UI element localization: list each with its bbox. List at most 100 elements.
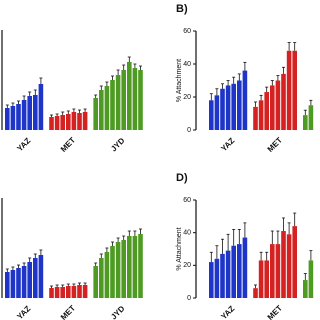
bar [270,85,275,130]
bar [220,253,225,298]
group-label: YAZ [15,136,32,153]
bar [54,287,60,298]
group-label: MET [59,135,77,153]
bar [209,262,214,298]
y-axis-label: % Attachment [176,59,183,102]
bar [60,115,65,130]
bar [38,255,44,298]
bar [138,70,143,130]
bar [308,260,314,298]
bar [132,236,138,298]
bar [214,258,220,298]
bar [33,95,38,130]
bar [93,98,98,130]
bar [54,116,60,130]
bar [225,250,231,298]
group-label: MET [266,135,284,153]
bar [60,287,65,298]
group-label: YAZ [15,304,32,320]
group-label: MET [266,303,284,320]
bar [66,286,71,298]
bar [33,258,38,298]
y-tick-label: 60 [183,197,191,204]
bar [225,85,231,130]
bar [121,70,126,130]
y-tick-label: 20 [183,262,191,269]
bar [104,252,110,298]
bar [21,266,27,298]
y-axis-label: % Attachment [176,227,183,270]
group-label: JYD [109,304,127,320]
bar [231,83,236,130]
bar [253,106,258,130]
bar [49,117,54,130]
y-tick-label: 20 [183,94,191,101]
y-tick-label: 0 [187,127,191,134]
bar [99,258,104,298]
bar [110,80,115,130]
bar [77,113,82,130]
bar [270,244,275,298]
bar [82,285,88,298]
bar [71,112,77,130]
bar [110,246,115,298]
bar [115,75,121,130]
bar [16,104,21,130]
bar [281,73,286,130]
bar [138,234,143,298]
bar [286,234,292,298]
bar [127,236,132,298]
bar [264,260,269,298]
bar [77,285,82,298]
bar [231,245,236,298]
bar [27,96,32,130]
bar [21,100,27,130]
bar [38,84,44,130]
bar [5,272,10,298]
bar [253,288,258,298]
y-tick-label: 60 [183,28,191,35]
bar [281,231,286,298]
bar [27,262,32,298]
bar [275,244,281,298]
y-tick-label: 0 [187,295,191,302]
bar [115,242,121,298]
bar [10,106,16,130]
bar [303,280,308,298]
bar [242,70,248,130]
bar [264,92,269,130]
bar [214,95,220,130]
bar [16,268,21,298]
bar [292,50,297,130]
bar [71,286,77,298]
bar [308,105,314,130]
bar [99,90,104,130]
bar [286,50,292,130]
y-tick-label: 40 [183,61,191,68]
bar [5,108,10,130]
bar [237,80,242,130]
bar [93,266,98,298]
bar [66,114,71,130]
group-label: JYD [109,136,127,154]
group-label: YAZ [219,304,236,320]
panel-label: B) [176,3,188,15]
group-label: MET [59,303,77,320]
bar [275,80,281,130]
group-label: YAZ [219,136,236,153]
bar [10,270,16,298]
bar [49,288,54,298]
bar [104,86,110,130]
bar [258,100,264,130]
bar [121,240,126,298]
bar [258,260,264,298]
y-tick-label: 40 [183,230,191,237]
bar [242,237,248,298]
bar [220,88,225,130]
bar [237,244,242,298]
bar [82,112,88,130]
bar [132,68,138,130]
bar [303,115,308,130]
bar [127,62,132,130]
